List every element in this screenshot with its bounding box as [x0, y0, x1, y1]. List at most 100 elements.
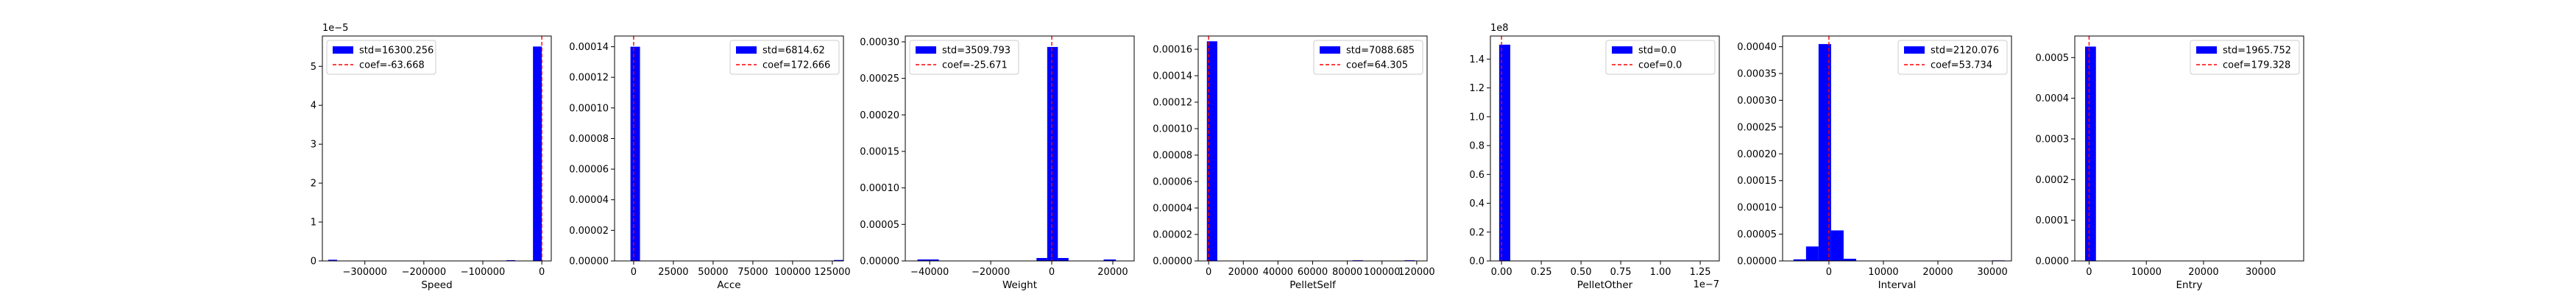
x-tick-label: 25000: [658, 267, 688, 278]
y-tick-label: 0.2: [1469, 227, 1485, 238]
histogram-bar: [1058, 258, 1069, 261]
y-tick-label: 3: [311, 140, 316, 151]
legend-box: [729, 40, 840, 75]
x-tick-label: 1.25: [1690, 267, 1711, 278]
x-tick-label: −100000: [461, 267, 506, 278]
y-tick-label: 0.00040: [1737, 42, 1777, 53]
legend-box: [326, 40, 436, 75]
histogram-bar: [1036, 258, 1047, 261]
x-axis-label: Interval: [1878, 279, 1917, 291]
legend-patch: [1612, 46, 1632, 54]
histogram-bar: [1818, 43, 1831, 262]
axes-frame: [322, 35, 552, 262]
legend-label: coef=0.0: [1638, 60, 1682, 71]
x-tick-label: 75000: [737, 267, 768, 278]
y-tick-label: 0.6: [1469, 170, 1485, 181]
y-tick-label: 0.00008: [569, 134, 609, 145]
histogram-bar: [1206, 41, 1217, 261]
x-tick-label: 30000: [1977, 267, 2007, 278]
x-tick-label: 40000: [1263, 267, 1293, 278]
x-tick-label: 125000: [814, 267, 851, 278]
y-tick-label: 0: [311, 257, 316, 268]
x-tick-label: 10000: [2131, 267, 2162, 278]
x-tick-label: 0: [1206, 267, 1211, 278]
histogram-bar: [1047, 46, 1058, 262]
y-tick-label: 0.00000: [860, 257, 899, 268]
x-tick-label: 120000: [1398, 267, 1435, 278]
x-tick-label: 100000: [1364, 267, 1401, 278]
histogram-bar: [506, 259, 516, 261]
x-tick-label: 60000: [1298, 267, 1328, 278]
legend-label: std=3509.793: [942, 46, 1011, 57]
legend-patch: [1320, 46, 1340, 54]
y-tick-label: 0.00010: [860, 183, 899, 194]
y-tick-label: 0.00006: [569, 165, 609, 176]
axes-frame: [614, 35, 844, 262]
x-tick-label: 0: [2086, 267, 2092, 278]
y-offset-label: 1e8: [1490, 23, 1509, 34]
x-tick-label: 0: [1049, 267, 1055, 278]
x-axis-label: Entry: [2176, 279, 2203, 291]
y-tick-label: 0.00005: [1737, 229, 1777, 240]
x-offset-label: 1e−7: [1694, 279, 1719, 290]
y-tick-label: 0.00000: [569, 257, 609, 268]
y-tick-label: 0.00020: [1737, 149, 1777, 160]
y-tick-label: 0.00002: [1153, 230, 1192, 241]
legend-label: std=2120.076: [1931, 46, 1999, 57]
histogram-bar: [1843, 259, 1856, 261]
histogram-bar: [1793, 259, 1806, 261]
x-axis-label: PelletOther: [1577, 279, 1633, 291]
x-axis-label: PelletSelf: [1289, 279, 1337, 291]
legend-label: std=0.0: [1638, 46, 1677, 57]
x-tick-label: 0: [1826, 267, 1832, 278]
y-tick-label: 0.0: [1469, 257, 1485, 268]
y-tick-label: 0.00030: [860, 37, 899, 48]
histogram-bar: [1498, 44, 1510, 262]
y-tick-label: 0.0000: [2036, 257, 2070, 268]
y-tick-label: 4: [311, 101, 316, 112]
y-tick-label: 0.00035: [1737, 69, 1777, 80]
y-tick-label: 0.0002: [2036, 175, 2070, 186]
histogram-bar: [917, 259, 939, 261]
y-tick-label: 0.00012: [569, 73, 609, 84]
x-axis-label: Speed: [421, 279, 452, 291]
x-tick-label: 0.50: [1571, 267, 1592, 278]
histogram-bar: [630, 46, 640, 261]
y-tick-label: 0.00020: [860, 110, 899, 121]
y-offset-label: 1e−5: [322, 23, 348, 34]
y-tick-label: 1.4: [1469, 54, 1485, 65]
legend-box: [1897, 40, 2008, 75]
x-tick-label: −40000: [910, 267, 949, 278]
legend-label: std=16300.256: [359, 46, 434, 57]
y-tick-label: 1.2: [1469, 83, 1485, 94]
x-tick-label: 20000: [1228, 267, 1259, 278]
y-tick-label: 2: [311, 179, 316, 190]
y-tick-label: 0.00010: [1737, 203, 1777, 214]
histogram-bar: [533, 46, 542, 261]
legend-box: [1313, 40, 1423, 75]
y-tick-label: 0.00025: [1737, 122, 1777, 133]
y-tick-label: 0.0003: [2036, 134, 2070, 145]
legend-patch: [2196, 46, 2217, 54]
y-tick-label: 0.00016: [1153, 45, 1192, 56]
y-tick-label: 0.4: [1469, 198, 1485, 209]
x-tick-label: 30000: [2246, 267, 2276, 278]
y-tick-label: 0.00004: [1153, 204, 1192, 215]
y-tick-label: 0.00000: [1737, 257, 1777, 268]
y-tick-label: 0.00015: [860, 146, 899, 157]
legend-label: coef=64.305: [1346, 60, 1408, 71]
x-tick-label: 20000: [2188, 267, 2218, 278]
y-tick-label: 0.00030: [1737, 96, 1777, 107]
y-tick-label: 0.00025: [860, 74, 899, 85]
legend-label: std=7088.685: [1346, 46, 1415, 57]
x-tick-label: 1.00: [1650, 267, 1671, 278]
y-tick-label: 0.00012: [1153, 98, 1192, 109]
legend-label: coef=-63.668: [359, 60, 425, 71]
x-tick-label: 0.25: [1531, 267, 1552, 278]
axes-frame: [2074, 35, 2304, 262]
x-tick-label: 0: [631, 267, 637, 278]
histogram-bar: [1830, 230, 1844, 261]
x-tick-label: −20000: [972, 267, 1010, 278]
y-tick-label: 5: [311, 62, 316, 73]
